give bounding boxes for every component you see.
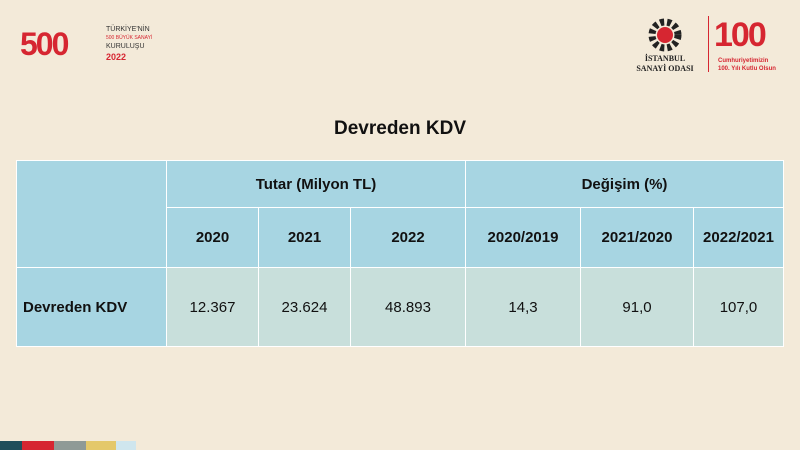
- data-row: Devreden KDV 12.367 23.624 48.893 14,3 9…: [16, 267, 784, 347]
- group-header: Değişim (%): [465, 160, 784, 208]
- group-header: Tutar (Milyon TL): [166, 160, 466, 208]
- cell: 48.893: [350, 267, 466, 347]
- color-strip: [22, 441, 54, 450]
- org-name: SANAYİ ODASI: [636, 64, 694, 73]
- cell: 91,0: [580, 267, 694, 347]
- data-table: Tutar (Milyon TL) Değişim (%) 2020 2021 …: [16, 160, 784, 347]
- color-strip: [54, 441, 86, 450]
- column-header: 2020: [166, 207, 259, 268]
- logo-number: 100: [714, 16, 767, 54]
- color-strip: [116, 441, 136, 450]
- logo-year: 2022: [106, 52, 127, 62]
- motto: Cumhuriyetimizin: [718, 58, 769, 64]
- logo-number: 500: [20, 26, 69, 62]
- group-row: Tutar (Milyon TL) Değişim (%): [16, 160, 784, 268]
- logo-text: 500 BÜYÜK SANAYİ: [106, 35, 153, 41]
- row-label: Devreden KDV: [16, 267, 167, 347]
- left-logo: 500 TÜRKİYE'NİN 500 BÜYÜK SANAYİ KURULUŞ…: [20, 22, 170, 68]
- column-header: 2021: [258, 207, 351, 268]
- header-row: 2020 2021 2022 2020/2019 2021/2020 2022/…: [17, 207, 784, 268]
- gear-icon: [648, 18, 682, 52]
- color-strip: [86, 441, 116, 450]
- corner-cell: [16, 160, 167, 268]
- divider: [708, 16, 709, 72]
- cell: 23.624: [258, 267, 351, 347]
- motto: 100. Yılı Kutlu Olsun: [718, 66, 776, 72]
- title: Devreden KDV: [334, 118, 466, 139]
- color-strip: [0, 441, 22, 450]
- column-header: 2020/2019: [465, 207, 581, 268]
- column-header: 2022/2021: [693, 207, 784, 268]
- org-name: İSTANBUL: [644, 54, 686, 63]
- cell: 107,0: [693, 267, 784, 347]
- column-header: 2022: [350, 207, 466, 268]
- logo-text: KURULUŞU: [106, 43, 145, 50]
- column-header: 2021/2020: [580, 207, 694, 268]
- cell: 14,3: [465, 267, 581, 347]
- right-logo: İSTANBUL SANAYİ ODASI 100 Cumhuriyetimiz…: [620, 16, 790, 78]
- logo-text: TÜRKİYE'NİN: [106, 26, 150, 33]
- cell: 12.367: [166, 267, 259, 347]
